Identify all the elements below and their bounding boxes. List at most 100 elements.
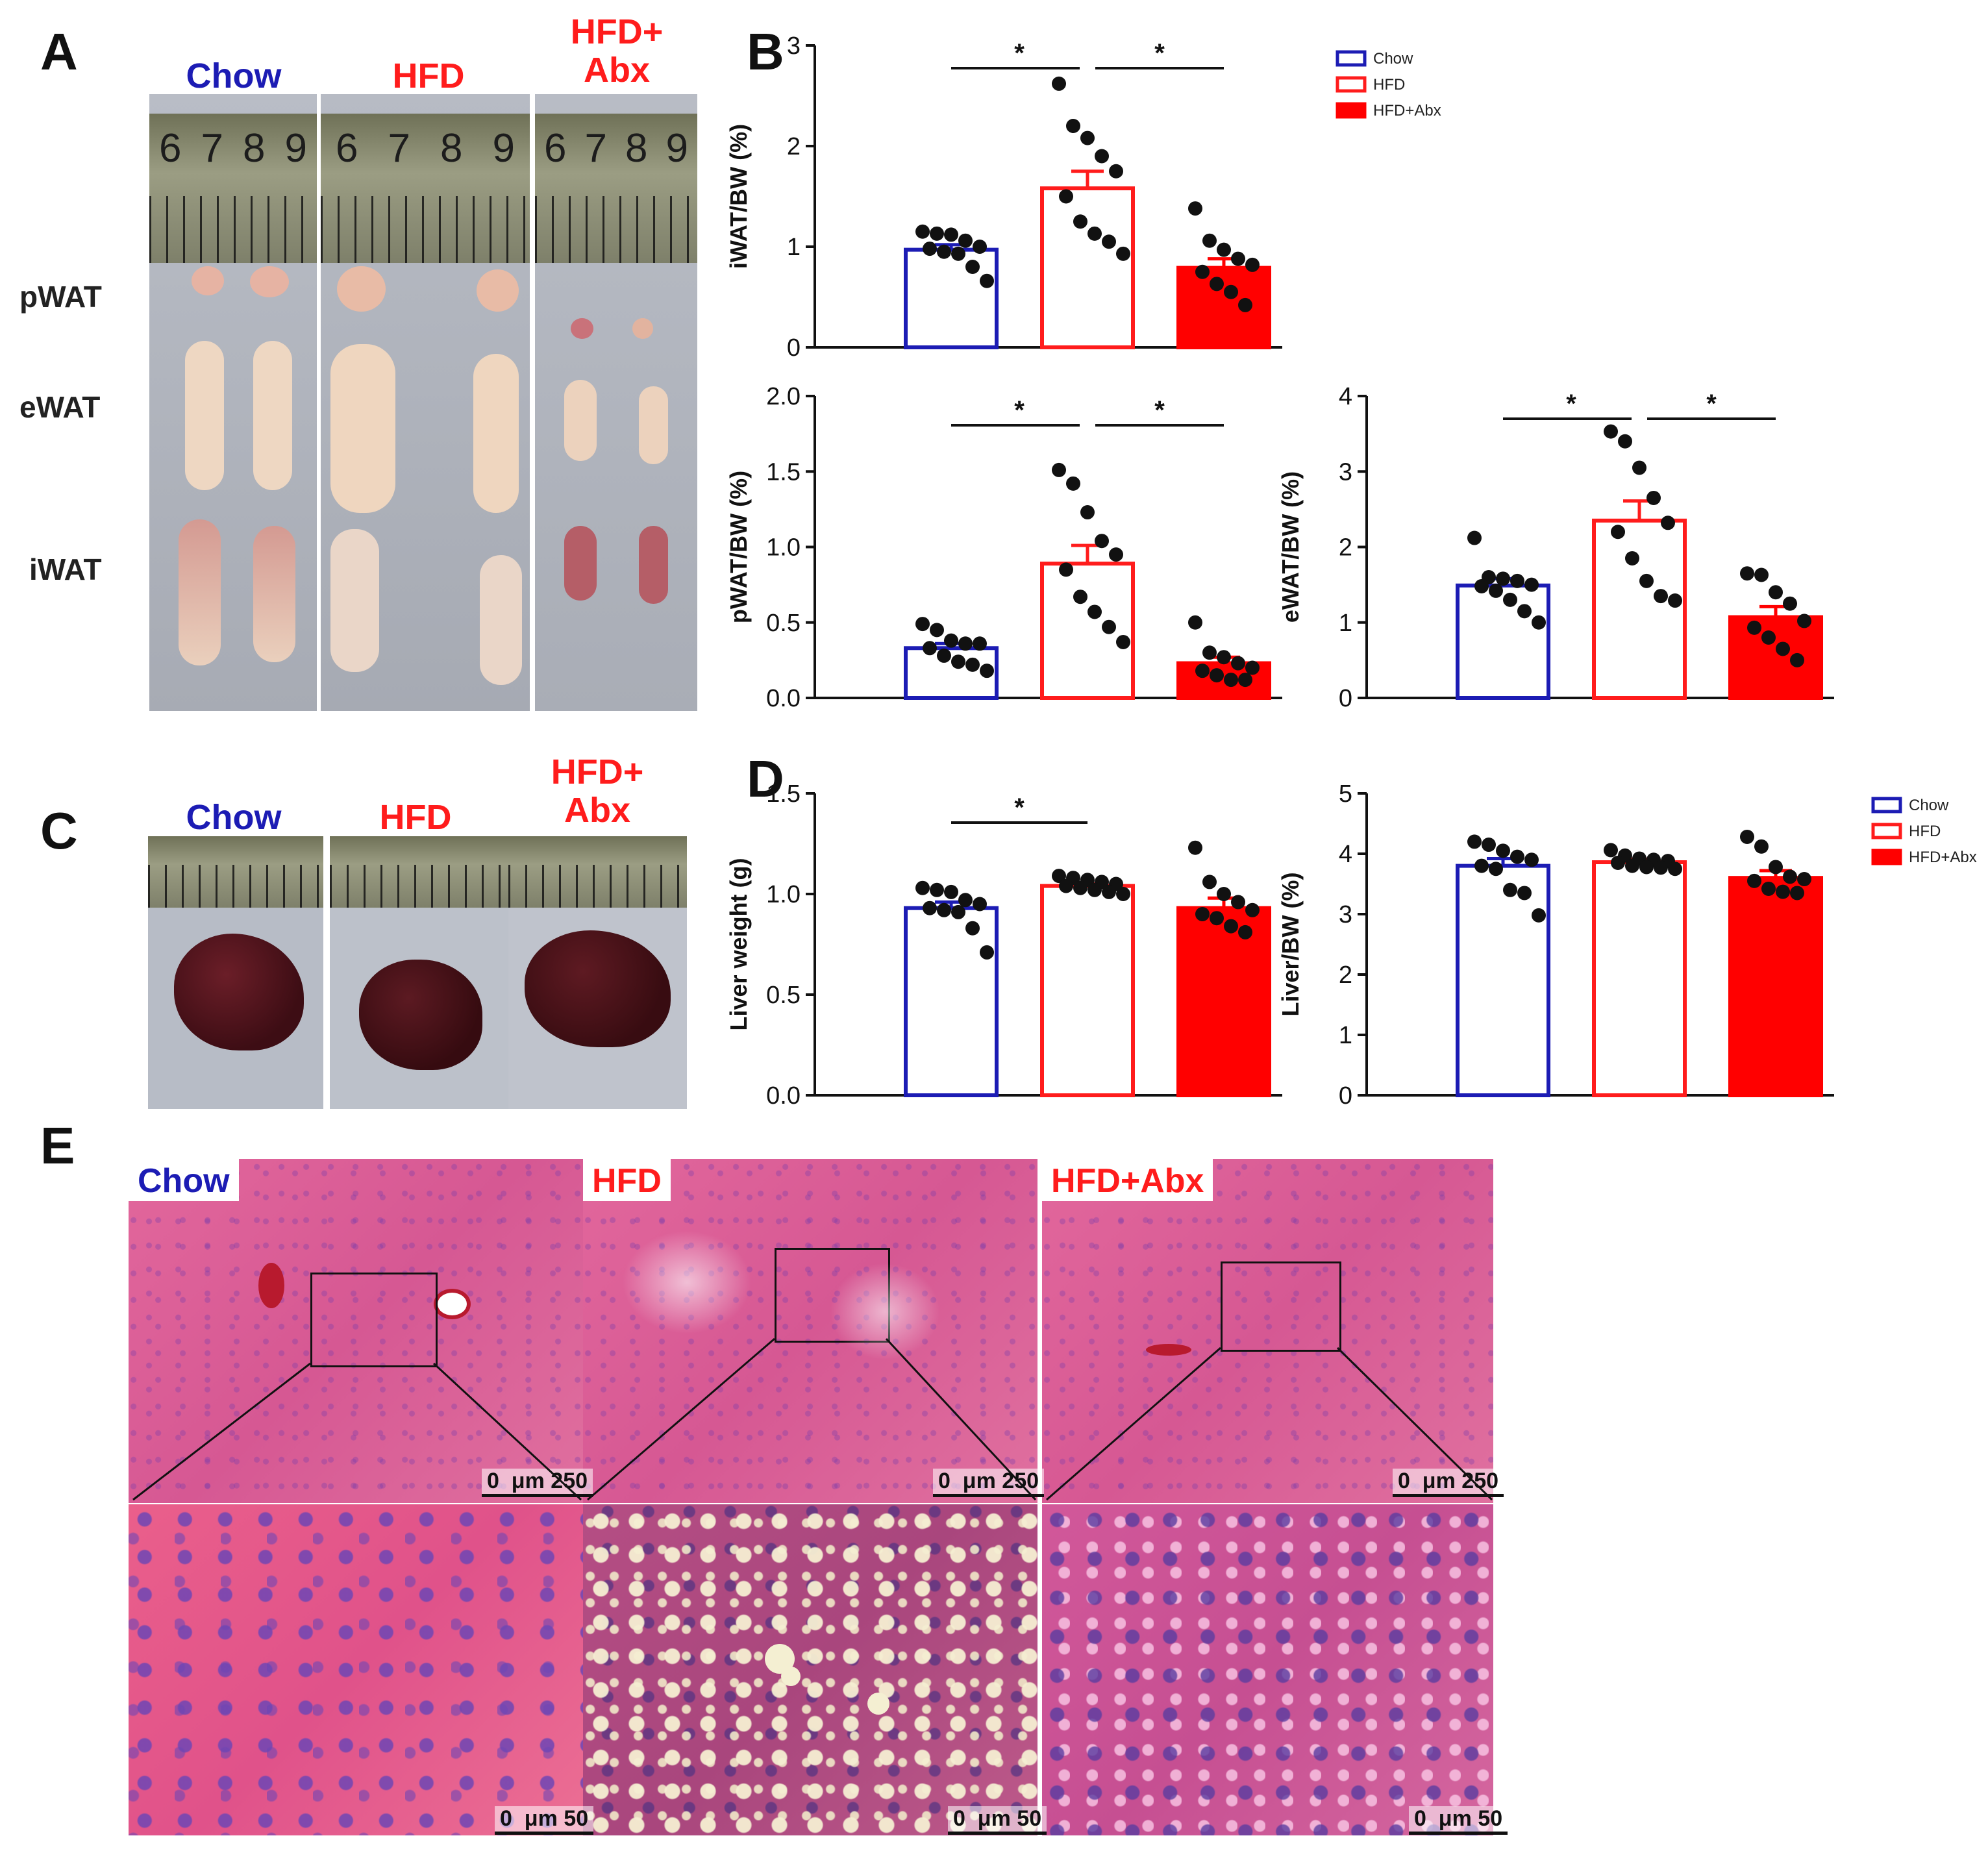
y-tick-label: 1 bbox=[1339, 1022, 1352, 1049]
panel-a-group-chow: Chow bbox=[186, 56, 282, 95]
data-point bbox=[1797, 614, 1811, 628]
bar-hfd-abx bbox=[1728, 876, 1823, 1097]
y-tick-label: 0.0 bbox=[766, 685, 801, 712]
legend-swatch bbox=[1871, 823, 1902, 839]
data-point bbox=[1625, 858, 1639, 873]
vessel bbox=[434, 1289, 471, 1319]
y-tick-label: 4 bbox=[1339, 841, 1352, 868]
y-tick-label: 0.5 bbox=[766, 610, 801, 637]
liver bbox=[525, 930, 671, 1047]
ruler-number: 8 bbox=[625, 126, 648, 171]
data-point bbox=[1467, 834, 1482, 849]
data-point bbox=[973, 636, 987, 651]
data-point bbox=[1245, 660, 1260, 675]
data-point bbox=[1754, 567, 1769, 582]
data-point bbox=[1604, 843, 1618, 858]
data-point bbox=[1797, 872, 1811, 887]
data-point bbox=[1231, 656, 1245, 671]
data-point bbox=[1668, 862, 1682, 876]
data-point bbox=[1510, 849, 1524, 864]
significance-star: * bbox=[1154, 39, 1165, 68]
panel-a-group-hfd: HFD bbox=[392, 56, 465, 95]
data-point bbox=[1517, 886, 1532, 901]
significance-star: * bbox=[1706, 390, 1717, 418]
data-point bbox=[1066, 476, 1080, 491]
scale-bar-bottom-hfd: 0 μm 50 bbox=[948, 1806, 1047, 1835]
data-point bbox=[1639, 573, 1654, 588]
data-point bbox=[937, 648, 951, 663]
he-image-abx-zoom bbox=[1042, 1504, 1493, 1835]
data-point bbox=[1188, 615, 1202, 630]
ruler bbox=[148, 836, 323, 908]
data-point bbox=[980, 945, 994, 960]
panel-label-b: B bbox=[747, 23, 784, 81]
data-point bbox=[1095, 534, 1109, 549]
significance-star: * bbox=[1566, 390, 1576, 418]
ruler-number: 7 bbox=[388, 126, 410, 171]
bar-hfd-abx bbox=[1176, 266, 1271, 349]
data-point bbox=[1188, 840, 1202, 855]
data-point bbox=[1238, 673, 1252, 688]
data-point bbox=[951, 246, 965, 261]
data-point bbox=[1769, 585, 1783, 600]
data-point bbox=[1474, 578, 1489, 593]
data-point bbox=[1532, 908, 1546, 923]
fat-pad bbox=[330, 529, 379, 672]
data-point bbox=[1087, 882, 1102, 897]
y-axis-label: Liver weight (g) bbox=[725, 858, 752, 1030]
ruler-number: 8 bbox=[440, 126, 463, 171]
scale-bar-top-chow: 0 μm 250 bbox=[482, 1469, 593, 1497]
scale-bar-bottom-chow: 0 μm 50 bbox=[495, 1806, 594, 1835]
he-label-chow: Chow bbox=[129, 1159, 239, 1202]
data-point bbox=[1109, 164, 1123, 179]
y-tick-label: 2 bbox=[1339, 534, 1352, 562]
data-point bbox=[958, 893, 973, 908]
data-point bbox=[1790, 886, 1804, 901]
data-point bbox=[1238, 297, 1252, 312]
legend-swatch bbox=[1336, 50, 1367, 67]
data-point bbox=[944, 227, 958, 242]
y-tick-label: 2 bbox=[787, 133, 801, 160]
y-tick-label: 1.5 bbox=[766, 458, 801, 486]
significance-star: * bbox=[1014, 396, 1025, 425]
data-point bbox=[1517, 604, 1532, 619]
fat-area bbox=[622, 1230, 752, 1334]
data-point bbox=[1087, 226, 1102, 241]
panel-a-group-abx: HFD+ Abx bbox=[570, 12, 664, 90]
data-point bbox=[1210, 668, 1224, 683]
y-tick-label: 0.5 bbox=[766, 982, 801, 1009]
bar-hfd bbox=[1040, 562, 1135, 701]
fat-pad bbox=[179, 519, 221, 665]
bar-hfd bbox=[1040, 884, 1135, 1097]
liver bbox=[174, 934, 304, 1050]
data-point bbox=[1238, 925, 1252, 939]
tissue-label-pwat: pWAT bbox=[19, 280, 102, 314]
data-point bbox=[1102, 619, 1116, 634]
data-point bbox=[1073, 590, 1087, 604]
panel-label-d: D bbox=[747, 750, 784, 808]
data-point bbox=[1102, 234, 1116, 249]
fat-pad bbox=[477, 269, 519, 312]
data-point bbox=[1116, 887, 1130, 901]
data-point bbox=[1604, 424, 1618, 439]
data-point bbox=[1611, 525, 1625, 540]
he-image-abx-low bbox=[1042, 1159, 1493, 1503]
data-point bbox=[1195, 664, 1210, 678]
data-point bbox=[1489, 862, 1503, 876]
data-point bbox=[1231, 251, 1245, 266]
legend-label: HFD bbox=[1373, 76, 1405, 93]
he-image-hfd-low bbox=[583, 1159, 1037, 1503]
data-point bbox=[958, 636, 973, 651]
y-tick-label: 1.0 bbox=[766, 881, 801, 908]
data-point bbox=[1052, 869, 1066, 884]
tissue-label-ewat: eWAT bbox=[19, 390, 101, 424]
data-point bbox=[1625, 551, 1639, 565]
data-point bbox=[965, 260, 980, 274]
y-tick-label: 3 bbox=[1339, 901, 1352, 928]
data-point bbox=[1467, 530, 1482, 545]
data-point bbox=[1754, 839, 1769, 854]
he-image-hfd-zoom bbox=[583, 1504, 1037, 1835]
bar-chow bbox=[904, 247, 999, 349]
data-point bbox=[1080, 505, 1095, 520]
